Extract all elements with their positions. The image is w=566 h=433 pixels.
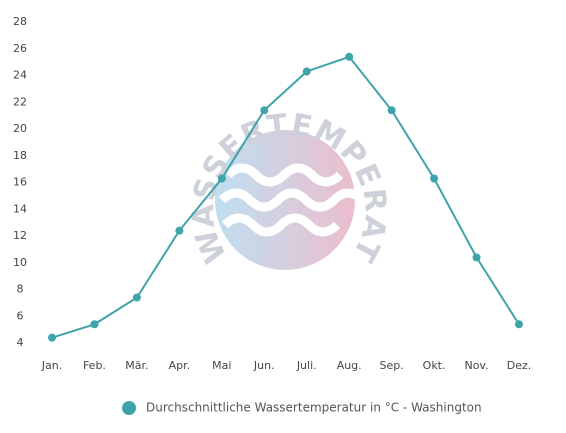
data-point	[515, 320, 523, 329]
x-tick-label: Nov.	[464, 359, 488, 372]
x-tick-label: Jan.	[41, 359, 62, 372]
y-tick-label: 10	[13, 256, 27, 269]
x-tick-label: Mär.	[125, 359, 148, 372]
x-tick-label: Juli.	[296, 359, 317, 372]
y-tick-label: 26	[13, 42, 27, 55]
data-point	[260, 106, 269, 115]
y-tick-label: 8	[17, 283, 24, 296]
x-tick-label: Apr.	[169, 359, 191, 372]
y-tick-label: 24	[13, 69, 27, 82]
data-point	[387, 106, 396, 115]
x-tick-label: Okt.	[423, 359, 446, 372]
y-tick-label: 6	[17, 309, 24, 322]
data-point	[175, 226, 184, 235]
data-point	[48, 333, 56, 342]
x-tick-label: Feb.	[83, 359, 106, 372]
data-point	[472, 253, 481, 262]
data-point	[430, 174, 439, 183]
data-line	[51, 55, 520, 339]
y-tick-label: 20	[13, 122, 27, 135]
y-tick-label: 4	[17, 336, 24, 349]
y-tick-label: 18	[13, 149, 27, 162]
legend-marker	[122, 401, 136, 415]
watermark: WASSERTEMPERATUR.ORG	[0, 0, 390, 271]
y-tick-label: 28	[13, 15, 27, 28]
x-tick-label: Jun.	[253, 359, 275, 372]
y-tick-label: 14	[13, 202, 27, 215]
data-point	[132, 293, 141, 302]
y-tick-label: 16	[13, 176, 27, 189]
watermark-waves	[218, 163, 366, 237]
data-point	[345, 52, 354, 61]
data-point	[302, 67, 311, 76]
data-point	[217, 174, 226, 183]
y-tick-label: 12	[13, 229, 27, 242]
y-tick-label: 22	[13, 95, 27, 108]
legend-label: Durchschnittliche Wassertemperatur in °C…	[146, 401, 482, 415]
data-point	[90, 320, 99, 329]
x-tick-label: Mai	[212, 359, 231, 372]
x-tick-label: Dez.	[507, 359, 532, 372]
x-tick-label: Sep.	[380, 359, 404, 372]
x-tick-label: Aug.	[337, 359, 362, 372]
